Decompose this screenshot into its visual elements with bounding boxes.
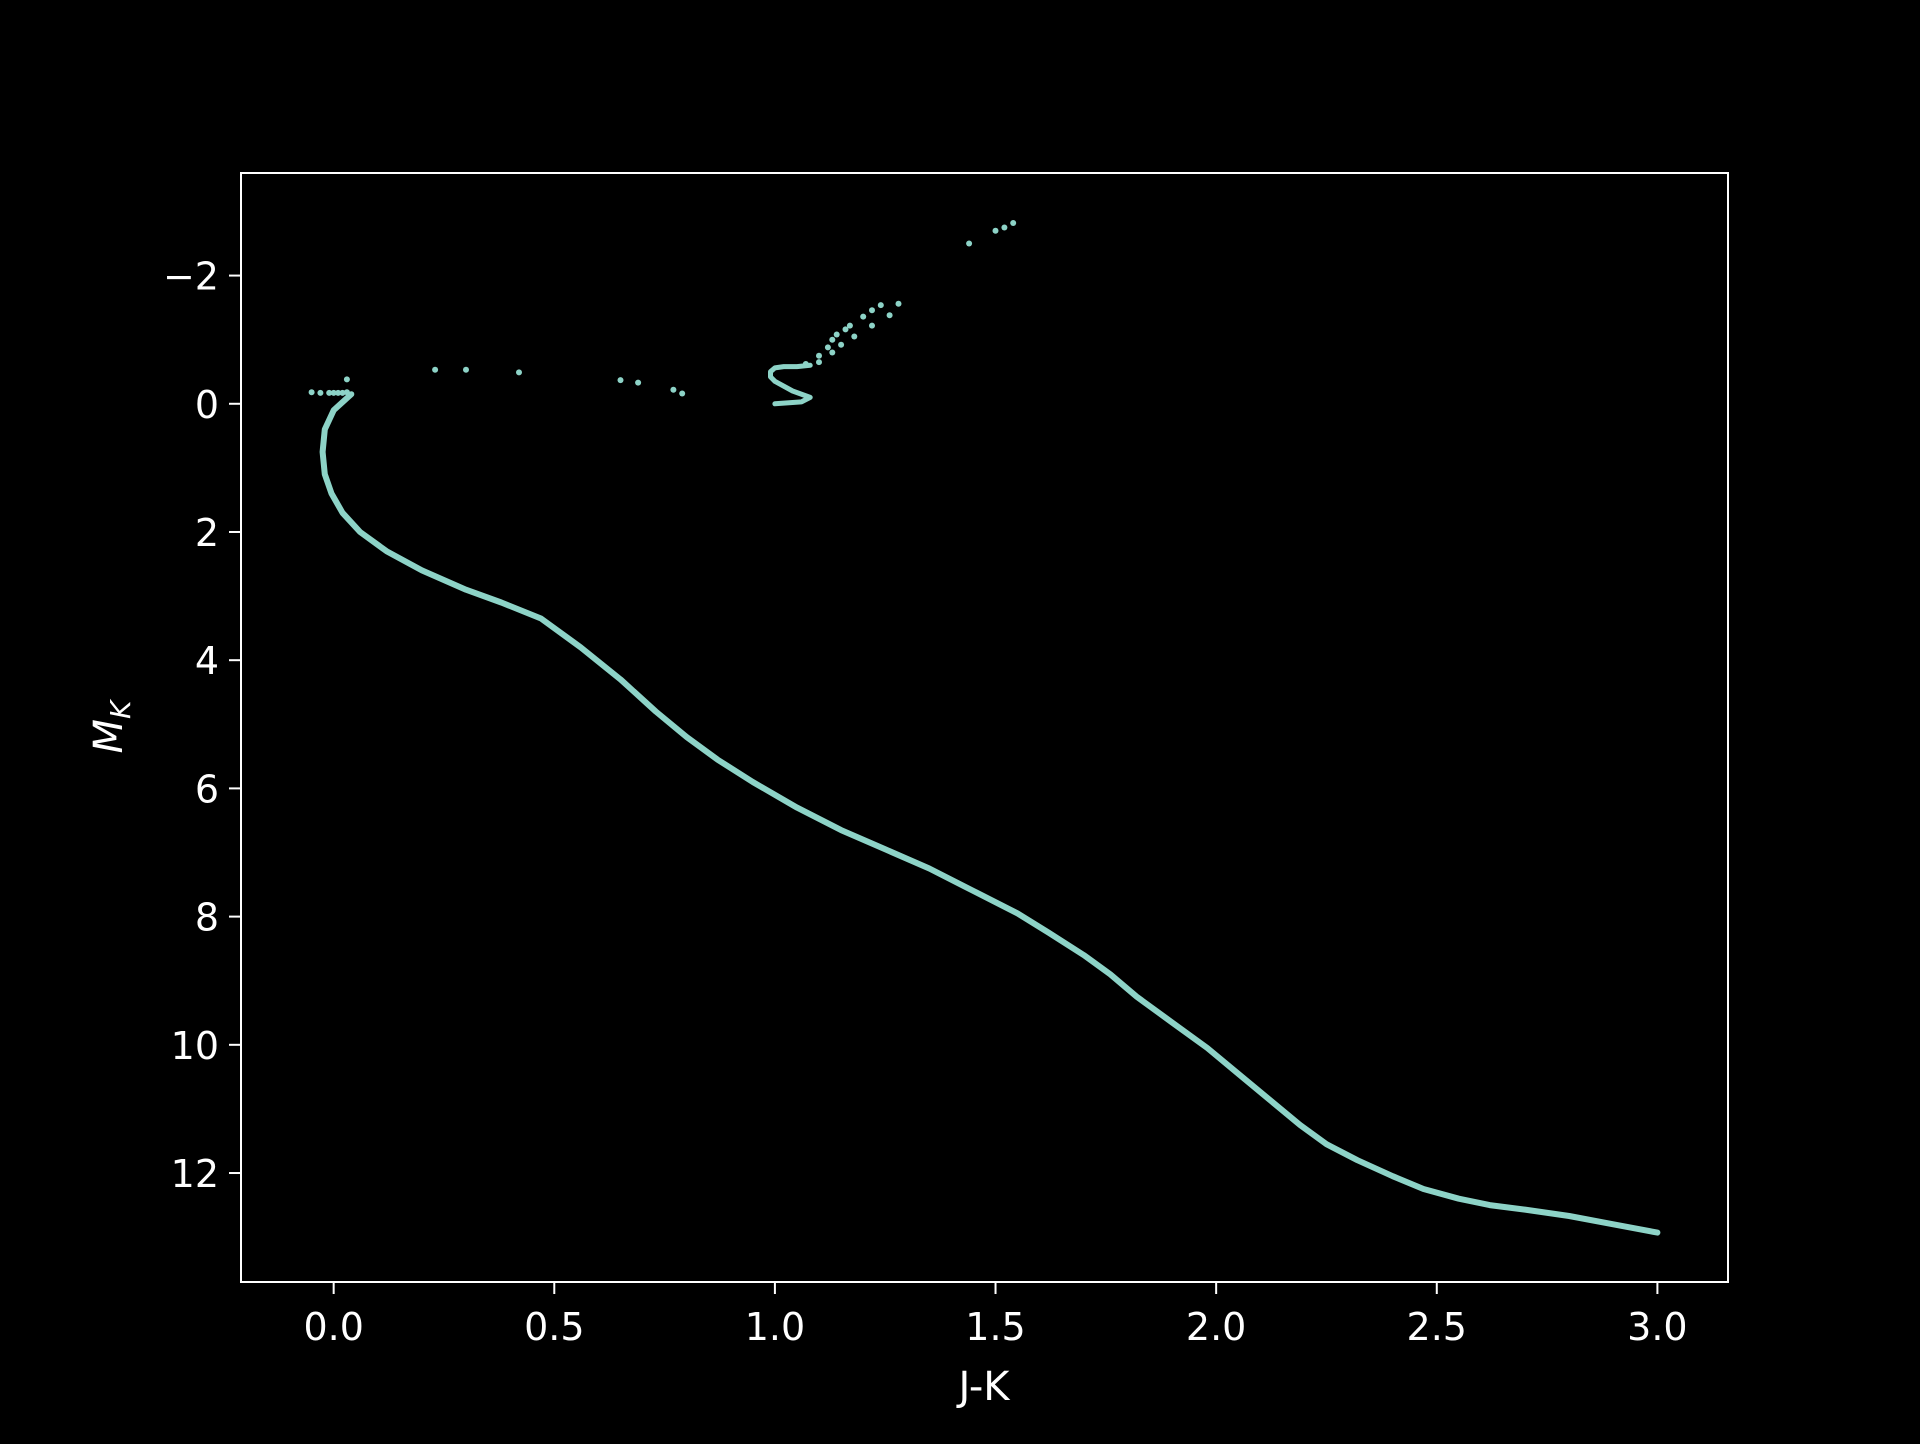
y-axis-label: MK	[86, 698, 137, 754]
scatter-point	[1001, 224, 1008, 231]
scatter-point	[851, 333, 858, 340]
x-axis-label: J-K	[955, 1364, 1011, 1410]
scatter-point	[617, 377, 624, 384]
scatter-point	[335, 389, 342, 396]
scatter-point	[992, 227, 999, 234]
scatter-point	[317, 389, 324, 396]
scatter-point	[869, 322, 875, 329]
y-axis-label-main: M	[86, 719, 132, 754]
scatter-point	[326, 389, 333, 396]
scatter-point	[670, 386, 677, 393]
x-tick-label: 0.0	[303, 1305, 363, 1349]
y-tick-label: 8	[195, 896, 219, 940]
scatter-point	[829, 349, 836, 356]
x-tick-label: 3.0	[1627, 1305, 1687, 1349]
y-tick-label: −2	[163, 255, 219, 299]
scatter-point	[343, 376, 350, 383]
y-tick-label: 6	[195, 767, 219, 811]
scatter-point	[516, 369, 522, 376]
y-axis-label-subscript: K	[104, 698, 137, 719]
scatter-point	[679, 390, 686, 397]
main-sequence-track	[319, 391, 1661, 1236]
scatter-point	[886, 312, 893, 319]
red-clump-loop-track	[768, 362, 813, 407]
scatter-point	[824, 344, 831, 351]
y-tick-label: 2	[195, 511, 219, 555]
scatter-point	[966, 240, 973, 247]
scatter-point	[833, 331, 840, 338]
x-tick-label: 2.5	[1407, 1305, 1467, 1349]
x-axis-ticks: 0.0 0.5 1.0 1.5 2.0 2.5 3.0	[303, 1282, 1688, 1349]
plot-frame	[240, 172, 1729, 1283]
scatter-point	[339, 389, 346, 396]
scatter-point	[802, 361, 809, 367]
scatter-point	[816, 359, 822, 366]
y-tick-label: 0	[195, 383, 219, 427]
x-tick-label: 1.5	[965, 1305, 1025, 1349]
y-axis-ticks: −2 0 2 4 6 8 10 12	[163, 255, 241, 1196]
scatter-point	[343, 389, 350, 396]
scatter-point	[838, 341, 845, 348]
scatter-point	[432, 366, 439, 373]
scatter-point	[846, 322, 853, 329]
scatter-point	[816, 352, 822, 359]
scatter-point	[842, 326, 849, 333]
y-tick-label: 10	[171, 1024, 219, 1068]
x-tick-label: 1.0	[745, 1305, 805, 1349]
x-tick-label: 0.5	[524, 1305, 584, 1349]
scatter-point	[860, 313, 867, 320]
scatter-point	[330, 389, 337, 396]
scatter-point	[1010, 220, 1017, 226]
scatter-point	[869, 307, 875, 314]
x-tick-label: 2.0	[1186, 1305, 1246, 1349]
marks-layer	[308, 220, 1661, 1236]
scatter-point	[895, 300, 902, 307]
y-tick-label: 4	[195, 639, 219, 683]
scatter-point	[877, 302, 884, 309]
scatter-point	[308, 389, 315, 396]
scatter-point	[463, 366, 469, 373]
scatter-point	[829, 336, 836, 343]
y-tick-label: 12	[171, 1152, 219, 1196]
scatter-point	[635, 379, 642, 386]
